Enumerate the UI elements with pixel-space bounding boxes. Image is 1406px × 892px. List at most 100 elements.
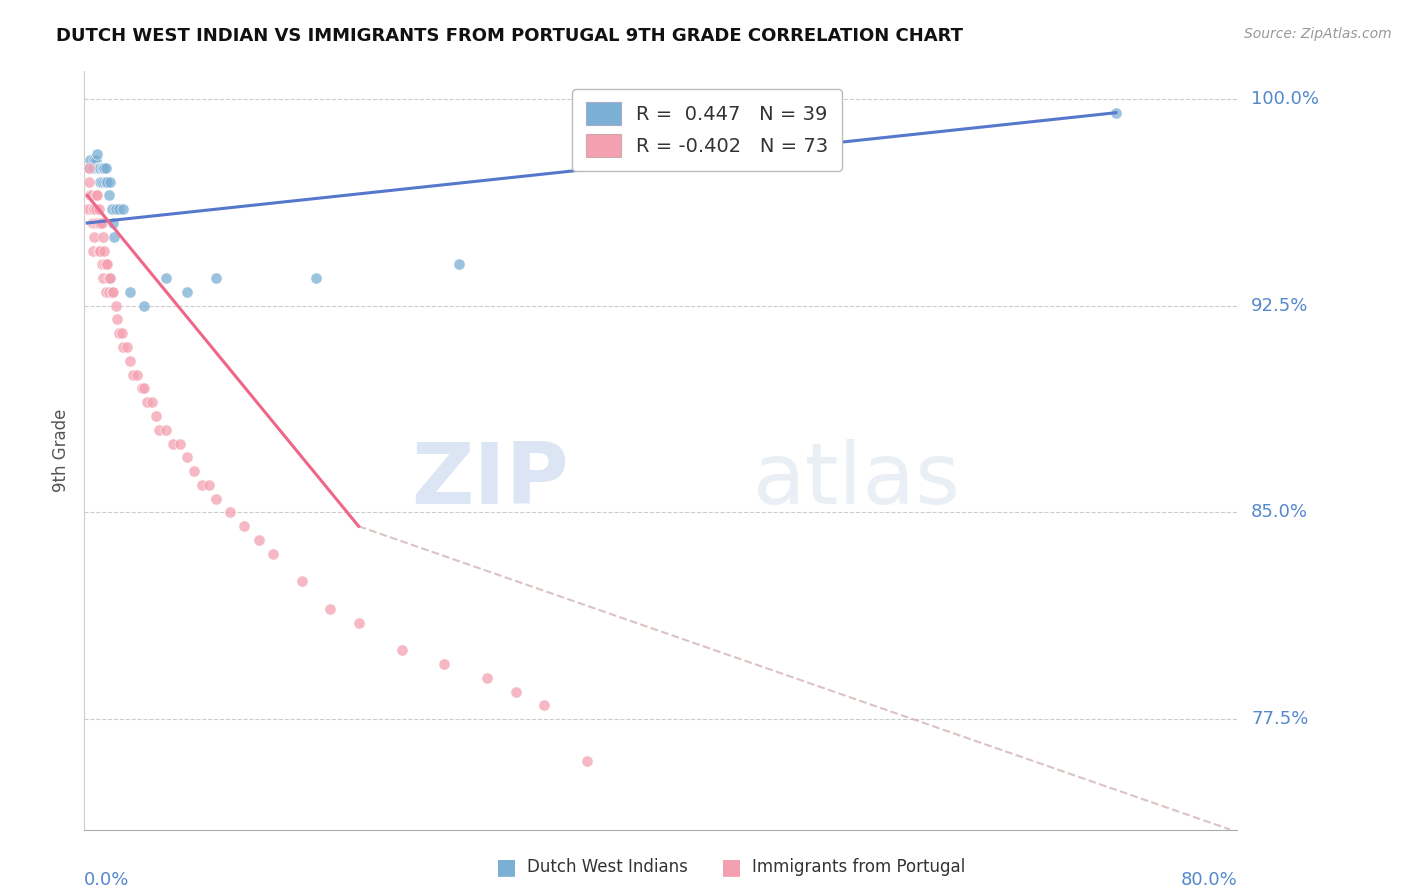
Point: [96, 175, 118, 189]
Point: [82, 216, 104, 230]
Point: [89, 216, 111, 230]
Point: [100, 285, 122, 299]
Point: [197, 478, 219, 492]
Text: Source: ZipAtlas.com: Source: ZipAtlas.com: [1244, 27, 1392, 41]
Point: [183, 464, 205, 478]
Point: [90, 257, 112, 271]
Point: [101, 216, 124, 230]
Point: [107, 202, 129, 217]
Point: [505, 684, 527, 698]
Point: [87, 202, 110, 217]
Y-axis label: 9th Grade: 9th Grade: [52, 409, 70, 492]
Text: 0.0%: 0.0%: [84, 871, 129, 889]
Text: 85.0%: 85.0%: [1251, 503, 1308, 522]
Point: [134, 299, 156, 313]
Text: Immigrants from Portugal: Immigrants from Portugal: [752, 858, 966, 876]
Point: [103, 229, 125, 244]
Point: [93, 244, 115, 258]
Point: [347, 615, 370, 630]
Point: [82, 244, 104, 258]
Point: [82, 202, 104, 217]
Point: [86, 147, 108, 161]
Point: [101, 285, 124, 299]
Point: [105, 312, 128, 326]
Point: [80, 216, 103, 230]
Point: [477, 671, 499, 685]
Point: [262, 547, 284, 561]
Point: [98, 175, 121, 189]
Text: Dutch West Indians: Dutch West Indians: [527, 858, 688, 876]
Text: 100.0%: 100.0%: [1251, 90, 1319, 108]
Point: [97, 285, 120, 299]
Point: [82, 161, 104, 175]
Point: [97, 188, 120, 202]
Point: [93, 161, 115, 175]
Point: [87, 244, 110, 258]
Point: [111, 202, 134, 217]
Point: [115, 340, 138, 354]
Point: [111, 340, 134, 354]
Point: [94, 285, 117, 299]
Point: [83, 202, 105, 217]
Point: [155, 423, 177, 437]
Point: [98, 271, 121, 285]
Point: [120, 354, 142, 368]
Point: [104, 202, 127, 217]
Point: [91, 229, 114, 244]
Point: [233, 519, 256, 533]
Point: [76, 202, 98, 217]
Point: [433, 657, 456, 672]
Legend: R =  0.447   N = 39, R = -0.402   N = 73: R = 0.447 N = 39, R = -0.402 N = 73: [572, 88, 842, 170]
Point: [93, 175, 115, 189]
Point: [141, 395, 163, 409]
Point: [79, 188, 101, 202]
Point: [77, 161, 100, 175]
Point: [83, 216, 105, 230]
Point: [148, 423, 170, 437]
Point: [90, 161, 112, 175]
Point: [533, 698, 555, 713]
Point: [104, 299, 127, 313]
Point: [110, 326, 132, 341]
Point: [305, 271, 328, 285]
Point: [87, 216, 110, 230]
Point: [84, 202, 107, 217]
Point: [83, 161, 105, 175]
Point: [134, 381, 156, 395]
Point: [127, 368, 149, 382]
Text: 92.5%: 92.5%: [1251, 297, 1309, 315]
Point: [86, 216, 108, 230]
Point: [77, 175, 100, 189]
Point: [96, 257, 118, 271]
Point: [319, 602, 342, 616]
Point: [89, 244, 111, 258]
Point: [84, 216, 107, 230]
Text: DUTCH WEST INDIAN VS IMMIGRANTS FROM PORTUGAL 9TH GRADE CORRELATION CHART: DUTCH WEST INDIAN VS IMMIGRANTS FROM POR…: [56, 27, 963, 45]
Point: [204, 271, 226, 285]
Point: [162, 436, 184, 450]
Text: 80.0%: 80.0%: [1181, 871, 1237, 889]
Point: [145, 409, 167, 423]
Point: [100, 202, 122, 217]
Point: [83, 153, 105, 167]
Point: [94, 161, 117, 175]
Point: [89, 175, 111, 189]
Text: ■: ■: [496, 857, 516, 877]
Point: [576, 754, 599, 768]
Point: [391, 643, 413, 657]
Text: ■: ■: [721, 857, 741, 877]
Point: [136, 395, 159, 409]
Point: [79, 202, 101, 217]
Text: atlas: atlas: [754, 439, 962, 523]
Point: [91, 271, 114, 285]
Point: [89, 161, 111, 175]
Text: ZIP: ZIP: [411, 439, 568, 523]
Point: [84, 161, 107, 175]
Point: [120, 285, 142, 299]
Point: [77, 161, 100, 175]
Point: [204, 491, 226, 506]
Point: [80, 161, 103, 175]
Point: [122, 368, 145, 382]
Point: [94, 175, 117, 189]
Point: [131, 381, 153, 395]
